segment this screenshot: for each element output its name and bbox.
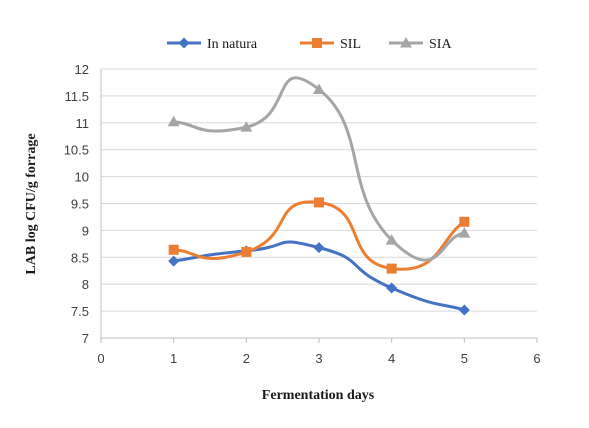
x-tick-label: 3: [315, 351, 322, 366]
y-tick-label: 9: [82, 223, 89, 238]
legend-marker-sil: [312, 38, 322, 48]
y-tick-label: 11.5: [65, 89, 89, 104]
x-tick-label: 1: [170, 351, 177, 366]
legend-marker-in-natura: [178, 37, 190, 49]
legend-label-sia: SIA: [429, 37, 452, 52]
y-tick-label: 8: [82, 277, 89, 292]
data-point-sil: [386, 263, 397, 274]
series-markers: [167, 83, 471, 316]
x-tick-label: 6: [533, 351, 540, 366]
data-point-sia: [240, 121, 253, 132]
y-tick-labels: 7 7.5 8 8.5 9 9.5 10 10.5 11 11.5 12: [64, 62, 89, 346]
y-tick-label: 10.5: [64, 143, 89, 158]
data-point-in-natura: [313, 242, 325, 254]
data-point-in-natura: [458, 304, 470, 316]
legend-label-sil: SIL: [340, 37, 361, 52]
y-tick-label: 8.5: [71, 250, 89, 265]
legend-marker-sia: [400, 37, 412, 48]
x-tick-labels: 0 1 2 3 4 5 6: [97, 351, 540, 366]
x-tick-label: 4: [388, 351, 395, 366]
x-axis-title: Fermentation days: [262, 388, 375, 403]
data-point-sil: [314, 197, 324, 208]
y-tick-label: 12: [75, 62, 89, 77]
y-tick-label: 7: [82, 331, 89, 346]
x-tick-label: 2: [243, 351, 250, 366]
data-point-sil: [168, 244, 179, 255]
y-tick-label: 10: [75, 170, 89, 185]
data-point-sil: [459, 216, 470, 227]
y-tick-label: 11: [76, 116, 90, 131]
series-line-sia: [172, 76, 466, 262]
gridlines: [101, 68, 537, 312]
y-tick-label: 7.5: [71, 304, 89, 319]
y-axis-title: LAB log CFU/g forrage: [24, 133, 39, 274]
series-lines: [172, 76, 466, 312]
data-point-sia: [167, 115, 180, 127]
data-point-sia: [385, 234, 398, 245]
data-point-sia: [313, 83, 325, 94]
legend: In natura SIL SIA: [167, 37, 452, 52]
axes: [100, 69, 538, 343]
data-point-sil: [241, 246, 252, 257]
data-point-in-natura: [386, 282, 398, 294]
x-tick-label: 5: [461, 351, 468, 366]
data-point-sia: [458, 227, 471, 238]
legend-label-in-natura: In natura: [207, 37, 258, 52]
data-point-in-natura: [168, 255, 180, 267]
x-tick-label: 0: [97, 351, 104, 366]
y-tick-label: 9.5: [71, 197, 89, 212]
